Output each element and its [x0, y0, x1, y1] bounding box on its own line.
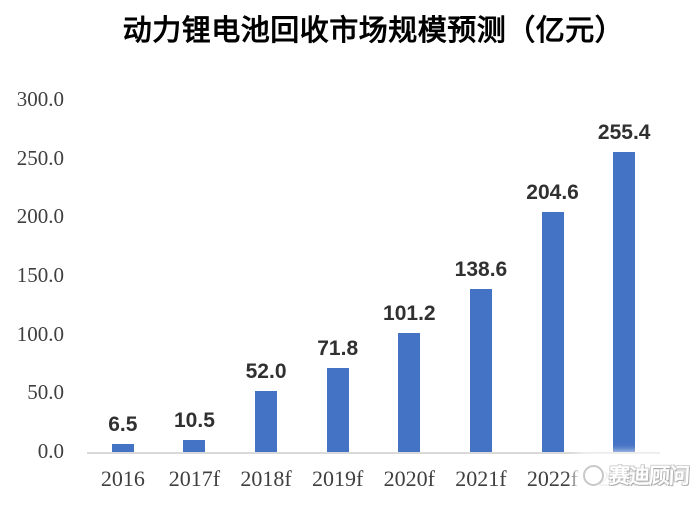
x-axis-category-label: 2020f: [383, 466, 435, 491]
bar-slot: 255.42023f: [588, 100, 660, 490]
bar-value-label: 204.6: [526, 181, 579, 204]
chart-title: 动力锂电池回收市场规模预测（亿元）: [122, 15, 625, 47]
bar-value-label: 71.8: [317, 337, 359, 360]
bar-value-label: 255.4: [597, 121, 651, 144]
bar: [469, 289, 492, 452]
bar-value-label: 101.2: [383, 302, 436, 325]
y-axis-tick-label: 0.0: [37, 439, 64, 463]
bar: [183, 440, 206, 452]
bar-slot: 6.5 2016: [87, 100, 159, 490]
bar-value-label: 52.0: [245, 360, 287, 383]
x-axis-category-label: 2019f: [312, 466, 364, 491]
ccid-circle-logo-icon: [583, 464, 604, 486]
bar-slot: 71.8 2019f: [302, 100, 374, 490]
x-axis-category-label: 2021f: [455, 466, 507, 491]
bar: [613, 152, 636, 452]
watermark-text: 赛迪顾问: [608, 465, 690, 488]
plot-area: 6.5 2016 10.5 2017f 52.0 2018f 71.8 2019f 101.2 2…: [87, 100, 660, 490]
x-axis-category-label: 2022f: [526, 466, 579, 491]
y-axis-tick-label: 100.0: [16, 321, 64, 346]
x-axis-category-label: 2016: [100, 466, 145, 491]
bar: [541, 212, 564, 452]
bar-slot: 10.5 2017f: [159, 100, 231, 490]
y-axis-tick-label: 150.0: [16, 263, 64, 287]
y-axis-tick-label: 200.0: [16, 204, 64, 229]
bar: [255, 391, 278, 452]
y-axis-tick-label: 50.0: [27, 380, 64, 405]
bar-value-label: 10.5: [174, 409, 215, 432]
y-axis-tick-label: 250.0: [16, 145, 64, 170]
bar-value-label: 6.5: [108, 413, 138, 436]
bar: [111, 444, 134, 452]
x-axis-baseline: [87, 452, 660, 454]
bar: [326, 368, 349, 452]
x-axis-category-label: 2017f: [168, 466, 221, 491]
bar-slot: 204.6 2022f: [517, 100, 589, 490]
watermark: 赛迪顾问: [579, 457, 690, 493]
y-axis-tick-label: 300.0: [16, 87, 64, 111]
bar-slot: 138.6 2021f: [445, 100, 517, 490]
x-axis-category-label: 2018f: [240, 466, 292, 491]
bar-slot: 101.2 2020f: [374, 100, 446, 490]
bar-slot: 52.0 2018f: [230, 100, 302, 490]
bar: [398, 333, 421, 452]
bar-value-label: 138.6: [454, 258, 508, 281]
bars: 6.5 2016 10.5 2017f 52.0 2018f 71.8 2019f 101.2 2…: [87, 100, 660, 490]
